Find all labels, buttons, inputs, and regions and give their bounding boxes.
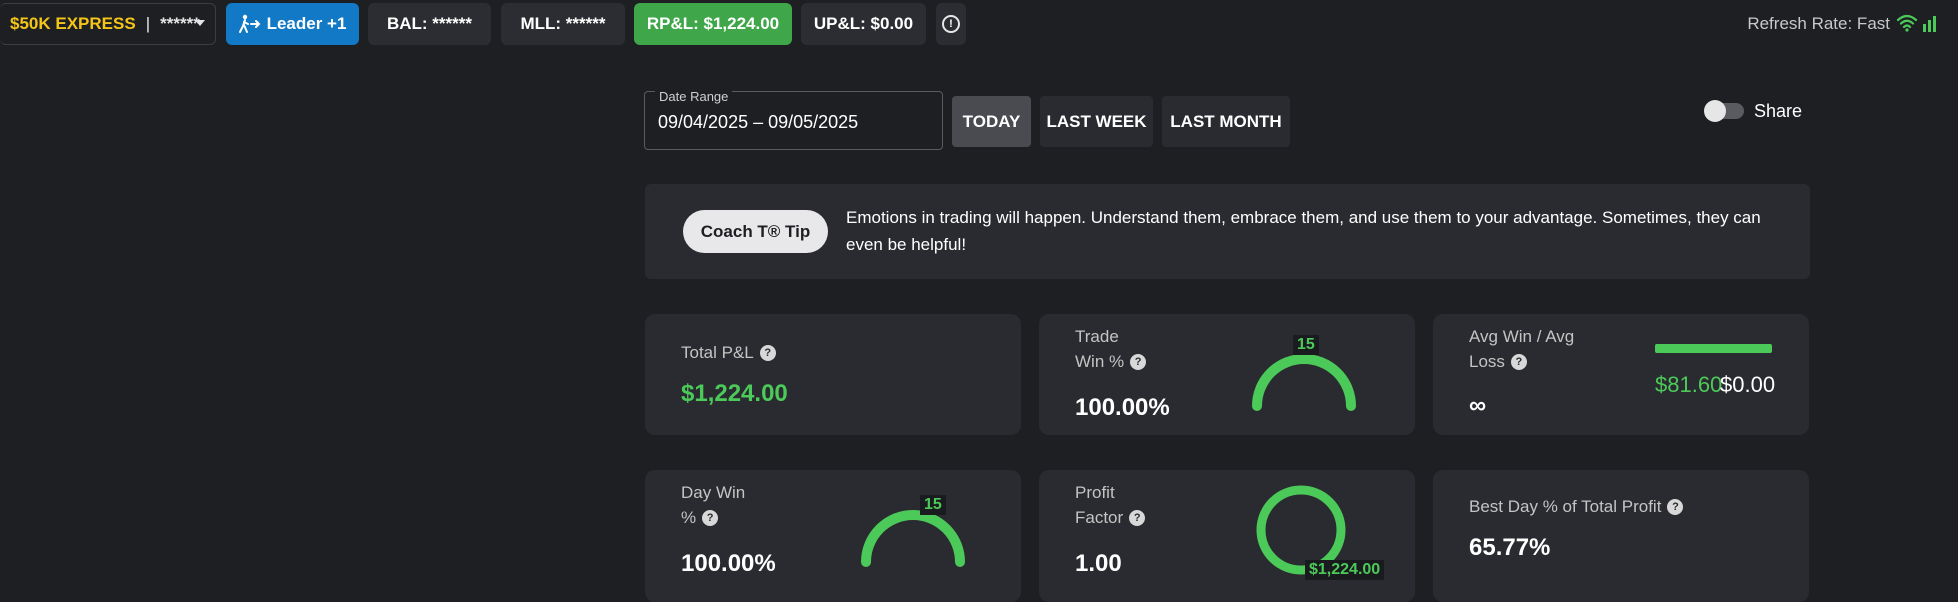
- profit-factor-card: Profit Factor? 1.00 $1,224.00: [1039, 470, 1415, 602]
- profit-factor-label-line2: Factor: [1075, 508, 1124, 527]
- profit-factor-label-line1: Profit: [1075, 483, 1115, 502]
- day-win-badge: 15: [920, 495, 946, 515]
- total-pl-value: $1,224.00: [681, 380, 788, 407]
- toggle-knob: [1704, 100, 1726, 122]
- day-win-gauge: [861, 510, 965, 567]
- balance-pill[interactable]: BAL: ******: [368, 3, 491, 45]
- best-day-label-row: Best Day % of Total Profit?: [1469, 492, 1684, 522]
- profit-factor-donut: [1256, 485, 1346, 575]
- avg-win-loss-value: ∞: [1469, 392, 1487, 419]
- unrealized-pl-pill[interactable]: UP&L: $0.00: [801, 3, 926, 45]
- leader-button[interactable]: Leader +1: [226, 3, 359, 45]
- total-pl-label: Total P&L: [681, 343, 754, 362]
- realized-pl-label: RP&L: $1,224.00: [646, 14, 780, 33]
- account-masked: ******: [160, 14, 200, 33]
- avg-win-loss-label-row: Loss?: [1469, 347, 1527, 377]
- account-name: $50K EXPRESS: [10, 14, 136, 33]
- trade-win-badge: 15: [1293, 335, 1319, 355]
- best-day-value: 65.77%: [1469, 534, 1551, 561]
- help-icon[interactable]: ?: [1129, 510, 1146, 526]
- day-win-label-line1: Day Win: [681, 483, 746, 502]
- last-month-button[interactable]: LAST MONTH: [1162, 96, 1290, 147]
- account-separator: |: [145, 14, 151, 33]
- today-button[interactable]: TODAY: [952, 96, 1031, 147]
- day-win-card: Day Win %? 100.00% 15: [645, 470, 1021, 602]
- day-win-label-row: %?: [681, 503, 719, 533]
- coach-tip-panel: Coach T® Tip Emotions in trading will ha…: [645, 184, 1810, 279]
- avg-loss-value: $0.00: [1720, 372, 1776, 397]
- last-week-button[interactable]: LAST WEEK: [1040, 96, 1153, 147]
- trade-win-label-row: Win %?: [1075, 347, 1147, 377]
- chevron-down-icon: [195, 20, 205, 26]
- avg-win-loss-label-line1: Avg Win / Avg: [1469, 327, 1575, 346]
- coach-tip-text: Emotions in trading will happen. Underst…: [846, 208, 1761, 254]
- trade-win-label-line2: Win %: [1075, 352, 1125, 371]
- help-icon[interactable]: ?: [1510, 354, 1527, 370]
- mll-label: MLL: ******: [520, 14, 606, 33]
- profit-factor-badge: $1,224.00: [1305, 560, 1385, 580]
- profit-factor-label-row: Factor?: [1075, 503, 1146, 533]
- avg-win-loss-label-line2: Loss: [1469, 352, 1505, 371]
- total-pl-card: Total P&L? $1,224.00: [645, 314, 1021, 435]
- coach-tip-button[interactable]: Coach T® Tip: [683, 210, 828, 253]
- avg-win-bar: [1655, 344, 1772, 353]
- best-day-label: Best Day % of Total Profit: [1469, 497, 1662, 516]
- share-toggle[interactable]: [1704, 100, 1744, 122]
- date-range-field[interactable]: Date Range 09/04/2025 – 09/05/2025: [644, 89, 943, 150]
- help-icon[interactable]: ?: [702, 510, 719, 526]
- help-icon[interactable]: ?: [1667, 499, 1684, 515]
- top-bar: $50K EXPRESS | ****** Leader +1 BAL: ***…: [0, 0, 1958, 48]
- account-selector[interactable]: $50K EXPRESS | ******: [0, 3, 216, 45]
- profit-factor-value: 1.00: [1075, 550, 1122, 577]
- date-range-value: 09/04/2025 – 09/05/2025: [658, 112, 859, 132]
- leader-label: Leader +1: [266, 14, 347, 33]
- day-win-label-line2: %: [681, 508, 697, 527]
- wifi-icon: [1896, 14, 1918, 32]
- leader-icon: [238, 14, 260, 33]
- info-button[interactable]: !: [936, 3, 966, 45]
- avg-win-value: $81.60: [1655, 372, 1723, 397]
- share-label: Share: [1754, 101, 1803, 121]
- trade-win-label-line1: Trade: [1075, 327, 1119, 346]
- date-range-label: Date Range: [655, 89, 733, 104]
- day-win-value: 100.00%: [681, 550, 776, 577]
- balance-label: BAL: ******: [386, 14, 473, 33]
- best-day-card: Best Day % of Total Profit? 65.77%: [1433, 470, 1809, 602]
- avg-win-loss-card: Avg Win / Avg Loss? ∞ $81.60 $0.00: [1433, 314, 1809, 435]
- trade-win-card: Trade Win %? 100.00% 15: [1039, 314, 1415, 435]
- trade-win-gauge: [1252, 354, 1356, 411]
- trade-win-value: 100.00%: [1075, 394, 1170, 421]
- realized-pl-pill[interactable]: RP&L: $1,224.00: [634, 3, 792, 45]
- signal-bars-icon: [1923, 16, 1936, 32]
- help-icon[interactable]: ?: [1130, 354, 1147, 370]
- refresh-rate: Refresh Rate: Fast: [1747, 14, 1890, 33]
- help-icon[interactable]: ?: [759, 345, 776, 361]
- mll-pill[interactable]: MLL: ******: [501, 3, 625, 45]
- total-pl-label-row: Total P&L?: [681, 338, 776, 368]
- unrealized-pl-label: UP&L: $0.00: [813, 14, 914, 33]
- info-icon: !: [942, 15, 960, 33]
